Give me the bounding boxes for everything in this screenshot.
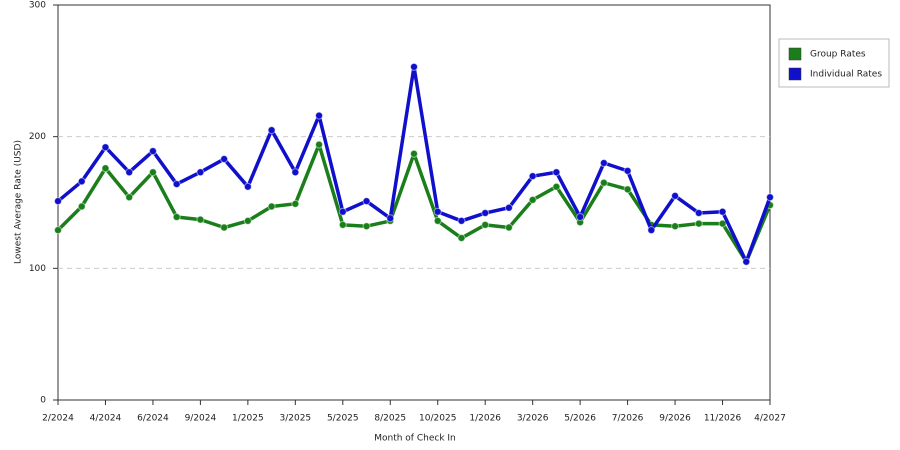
x-tick-label: 6/2024 — [137, 414, 169, 424]
x-tick-label: 2/2024 — [42, 414, 74, 424]
data-point — [718, 219, 727, 228]
data-point — [125, 168, 134, 177]
x-tick-label: 4/2024 — [90, 414, 122, 424]
data-point — [125, 193, 134, 202]
data-point — [77, 177, 86, 186]
data-point — [220, 223, 229, 232]
x-tick-label: 1/2025 — [232, 414, 264, 424]
x-axis-title: Month of Check In — [374, 434, 456, 444]
x-tick-label: 4/2027 — [754, 414, 786, 424]
data-point — [101, 143, 110, 152]
data-point — [362, 222, 371, 231]
data-point — [243, 216, 252, 225]
x-tick-label: 11/2026 — [704, 414, 742, 424]
data-point — [671, 191, 680, 200]
x-tick-label: 3/2026 — [517, 414, 549, 424]
data-point — [338, 220, 347, 229]
data-point — [172, 180, 181, 189]
data-point — [267, 202, 276, 211]
data-point — [552, 182, 561, 191]
data-point — [528, 195, 537, 204]
data-point — [196, 168, 205, 177]
data-point — [54, 197, 62, 206]
x-tick-label: 1/2026 — [469, 414, 501, 424]
data-point — [528, 172, 537, 181]
x-tick-label: 5/2026 — [564, 414, 596, 424]
y-tick-label: 100 — [29, 264, 46, 274]
data-point — [694, 219, 703, 228]
data-point — [599, 178, 608, 187]
data-point — [433, 216, 442, 225]
data-point — [196, 215, 205, 224]
data-point — [315, 140, 324, 149]
y-axis-title: Lowest Average Rate (USD) — [14, 140, 24, 264]
data-point — [243, 182, 252, 191]
data-point — [172, 212, 181, 221]
data-point — [410, 62, 418, 71]
data-point — [671, 222, 680, 231]
x-tick-label: 5/2025 — [327, 414, 359, 424]
data-point — [148, 147, 157, 156]
x-tick-label: 10/2025 — [419, 414, 456, 424]
data-point — [433, 207, 442, 216]
series-line — [56, 142, 772, 264]
data-point — [481, 209, 490, 218]
data-point — [457, 216, 466, 225]
data-point — [576, 212, 585, 221]
series-line — [56, 65, 772, 264]
data-point — [101, 164, 110, 173]
legend-label: Individual Rates — [810, 70, 882, 80]
data-point — [291, 199, 300, 208]
data-point — [220, 155, 229, 164]
data-point — [742, 257, 751, 266]
data-point — [362, 197, 371, 206]
data-point — [54, 226, 62, 235]
data-point — [647, 226, 656, 235]
data-point — [386, 214, 395, 223]
data-point — [481, 220, 490, 229]
x-tick-label: 9/2026 — [659, 414, 691, 424]
y-tick-label: 200 — [29, 132, 46, 142]
data-point — [599, 159, 608, 167]
data-point — [623, 185, 632, 194]
data-point — [77, 202, 86, 211]
data-point — [267, 126, 276, 135]
x-tick-label: 9/2024 — [185, 414, 217, 424]
data-point — [504, 223, 513, 232]
data-point — [315, 111, 324, 120]
legend-swatch — [788, 67, 802, 81]
data-point — [718, 207, 727, 216]
data-point — [338, 207, 347, 216]
x-tick-label: 8/2025 — [374, 414, 406, 424]
data-point — [148, 168, 157, 177]
x-tick-label: 3/2025 — [279, 414, 311, 424]
legend-swatch — [788, 47, 802, 61]
y-tick-label: 300 — [29, 1, 46, 11]
data-point — [410, 149, 418, 158]
data-point — [623, 166, 632, 175]
legend-label: Group Rates — [810, 50, 866, 60]
x-tick-label: 7/2026 — [612, 414, 644, 424]
data-point — [766, 193, 774, 202]
data-point — [552, 168, 561, 177]
y-tick-label: 0 — [40, 396, 46, 406]
data-point — [457, 234, 466, 243]
data-point — [504, 203, 513, 212]
data-point — [694, 209, 703, 218]
data-point — [291, 168, 300, 177]
